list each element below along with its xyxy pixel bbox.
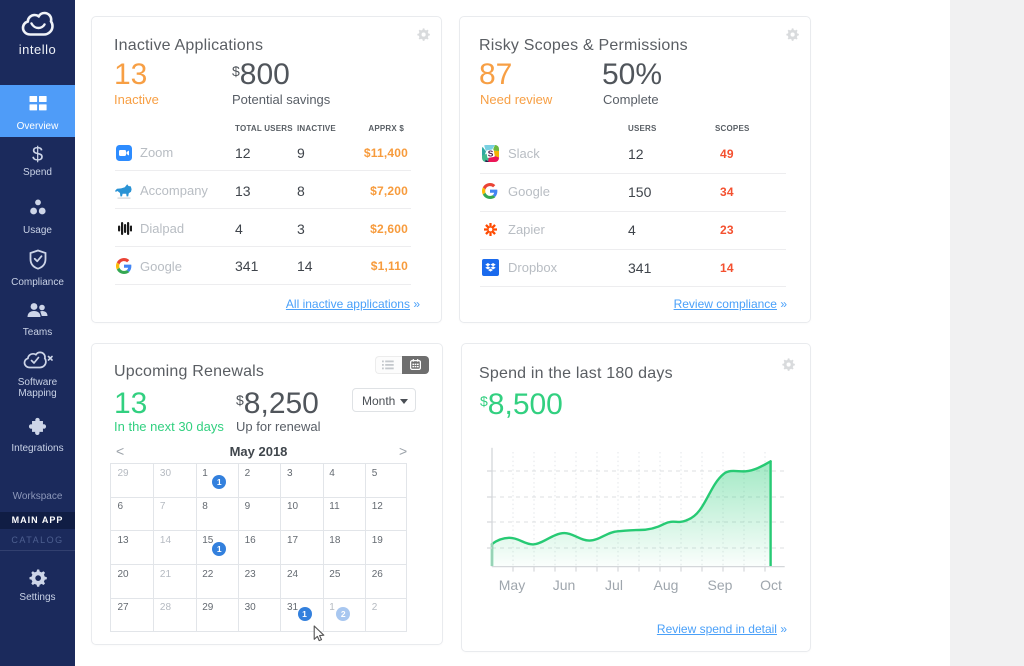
svg-text:May: May <box>499 577 525 593</box>
svg-text:Jul: Jul <box>605 577 623 593</box>
svg-text:Oct: Oct <box>760 577 782 593</box>
svg-text:Sep: Sep <box>708 577 733 593</box>
svg-text:Aug: Aug <box>654 577 679 593</box>
svg-text:S: S <box>488 149 494 159</box>
svg-text:Jun: Jun <box>553 577 576 593</box>
